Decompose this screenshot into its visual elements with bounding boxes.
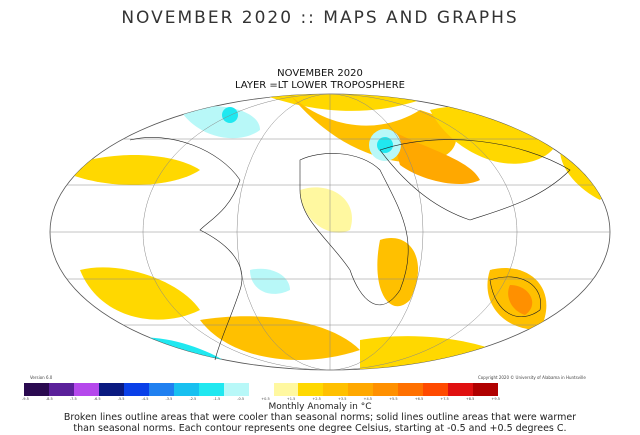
legend-tick: -9.5 [22, 397, 29, 401]
legend-tick: -2.5 [189, 397, 197, 401]
legend-tick: +7.5 [440, 397, 449, 401]
legend-swatch [373, 383, 399, 396]
legend-swatch [24, 383, 49, 396]
legend-label: Monthly Anomaly in °C [268, 402, 372, 412]
coastlines [129, 137, 571, 361]
legend-swatch [423, 383, 449, 396]
page-title: NOVEMBER 2020 :: MAPS AND GRAPHS [121, 8, 519, 28]
legend-swatch [273, 383, 299, 396]
legend-tick: -4.5 [141, 397, 149, 401]
legend-tick: -7.5 [69, 397, 77, 401]
legend-swatch [473, 383, 499, 396]
legend-swatch [198, 383, 224, 396]
legend-swatch [98, 383, 124, 396]
caption-line-2: than seasonal norms. Each contour repres… [73, 423, 567, 434]
legend-tick: +2.5 [312, 397, 321, 401]
legend-swatch [223, 383, 249, 396]
legend-swatch [48, 383, 74, 396]
legend-tick: +6.5 [414, 397, 424, 401]
legend-swatch [398, 383, 424, 396]
copyright: Copyright 2020 © University of Alabama i… [478, 375, 586, 380]
legend-tick: -1.5 [213, 397, 221, 401]
legend-tick: +3.5 [337, 397, 347, 401]
legend-tick: -0.5 [237, 397, 245, 401]
legend-swatch [248, 383, 274, 396]
graticule [50, 94, 610, 370]
legend-tick: +4.5 [363, 397, 373, 401]
legend-swatch [323, 383, 349, 396]
legend-swatch [148, 383, 174, 396]
legend-ticks: -9.5 -8.5 -7.5 -6.5 -5.5 -4.5 -3.5 -2.5 -1.5 -0.5… [22, 397, 500, 401]
map-layer: LAYER =LT LOWER TROPOSPHERE [234, 80, 405, 91]
legend-tick: +8.5 [465, 397, 475, 401]
color-legend [24, 383, 499, 396]
legend-tick: -3.5 [165, 397, 173, 401]
caption-line-1: Broken lines outline areas that were coo… [63, 412, 577, 423]
legend-swatch [173, 383, 199, 396]
legend-tick: -8.5 [45, 397, 53, 401]
legend-swatch [298, 383, 324, 396]
anomaly-map [49, 93, 611, 371]
legend-swatch [348, 383, 374, 396]
legend-tick: -5.5 [117, 397, 125, 401]
version-label: Version 6.0 [30, 375, 53, 380]
legend-tick: +0.5 [261, 397, 270, 401]
legend-tick: +9.5 [491, 397, 500, 401]
legend-swatch [73, 383, 99, 396]
legend-tick: -6.5 [93, 397, 101, 401]
legend-swatch [448, 383, 474, 396]
legend-swatch [123, 383, 149, 396]
map-title: NOVEMBER 2020 [277, 68, 363, 79]
legend-tick: +1.5 [286, 397, 296, 401]
legend-tick: +5.5 [389, 397, 398, 401]
